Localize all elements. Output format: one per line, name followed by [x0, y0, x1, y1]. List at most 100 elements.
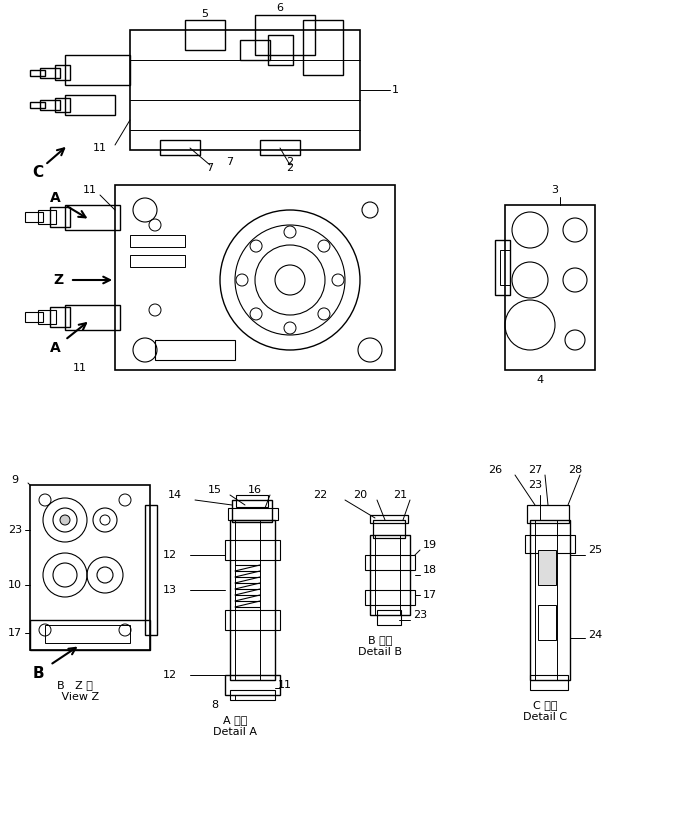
Bar [30, 485, 150, 650]
Bar [505, 205, 595, 370]
Text: 1: 1 [392, 85, 398, 95]
Bar [155, 340, 235, 360]
Bar [255, 15, 315, 55]
Text: B 詳細: B 詳細 [368, 635, 392, 645]
Bar [268, 35, 293, 65]
Bar [236, 495, 268, 507]
Bar [527, 505, 569, 523]
Text: 8: 8 [211, 700, 218, 710]
Bar [235, 520, 260, 680]
Bar [65, 205, 120, 230]
Bar [535, 520, 557, 680]
Bar [230, 690, 275, 700]
Text: 18: 18 [423, 565, 437, 575]
Text: 11: 11 [278, 680, 292, 690]
Bar [530, 675, 568, 690]
Text: A: A [50, 341, 60, 355]
Text: 11: 11 [73, 363, 87, 373]
Text: C 詳細: C 詳細 [533, 700, 557, 710]
Bar [260, 140, 300, 155]
Bar [30, 620, 150, 650]
Text: 6: 6 [277, 3, 283, 13]
Text: 23: 23 [528, 480, 542, 490]
Bar [145, 505, 157, 635]
Bar [230, 520, 275, 680]
Bar [375, 535, 400, 615]
Bar [38, 310, 56, 324]
Bar [50, 207, 70, 227]
Text: 26: 26 [488, 465, 502, 475]
Text: 7: 7 [207, 163, 213, 173]
Text: Detail A: Detail A [213, 727, 257, 737]
Text: A: A [50, 191, 60, 205]
Bar [240, 40, 270, 60]
Text: 14: 14 [168, 490, 182, 500]
Bar [65, 305, 120, 330]
Bar [55, 98, 70, 112]
Text: 22: 22 [313, 490, 327, 500]
Text: A 詳細: A 詳細 [223, 715, 247, 725]
Text: 3: 3 [552, 185, 559, 195]
Bar [55, 65, 70, 80]
Text: 19: 19 [423, 540, 437, 550]
Bar [525, 535, 575, 553]
Text: 11: 11 [93, 143, 107, 153]
Text: View Z: View Z [51, 692, 99, 702]
Bar [228, 508, 278, 520]
Text: 20: 20 [353, 490, 367, 500]
Bar [303, 20, 343, 75]
Text: 15: 15 [208, 485, 222, 495]
Circle shape [60, 515, 70, 525]
Text: 24: 24 [588, 630, 602, 640]
Text: 2: 2 [286, 163, 294, 173]
Bar [225, 610, 280, 630]
Text: B: B [32, 665, 44, 680]
Bar [65, 95, 115, 115]
Bar [160, 140, 200, 155]
Text: 2: 2 [286, 157, 294, 167]
Bar [370, 535, 410, 615]
Bar [500, 250, 510, 285]
Text: 17: 17 [8, 628, 22, 638]
Bar [25, 312, 43, 322]
Bar [25, 212, 43, 222]
Text: 5: 5 [202, 9, 209, 19]
Text: B   Z 視: B Z 視 [57, 680, 93, 690]
Bar [495, 240, 510, 295]
Bar [45, 625, 130, 643]
Bar [115, 185, 395, 370]
Bar [370, 515, 408, 523]
Text: 12: 12 [163, 670, 177, 680]
Bar [225, 675, 280, 695]
Text: 17: 17 [423, 590, 437, 600]
Text: 4: 4 [536, 375, 543, 385]
Bar [530, 520, 570, 680]
Text: 21: 21 [393, 490, 407, 500]
Text: 9: 9 [12, 475, 19, 485]
Bar [38, 210, 56, 224]
Text: 12: 12 [163, 550, 177, 560]
Text: 23: 23 [413, 610, 427, 620]
Bar [538, 550, 556, 585]
Text: 13: 13 [163, 585, 177, 595]
Bar [377, 610, 401, 625]
Text: 25: 25 [588, 545, 602, 555]
Text: 16: 16 [248, 485, 262, 495]
Text: 10: 10 [8, 580, 22, 590]
Text: Detail C: Detail C [523, 712, 567, 722]
Bar [65, 55, 130, 85]
Text: Detail B: Detail B [358, 647, 402, 657]
Text: Z: Z [53, 273, 63, 287]
Bar [30, 102, 45, 108]
Bar [130, 30, 360, 150]
Bar [225, 540, 280, 560]
Text: 27: 27 [528, 465, 542, 475]
Bar [538, 605, 556, 640]
Text: 11: 11 [83, 185, 97, 195]
Bar [50, 307, 70, 327]
Text: C: C [33, 165, 44, 180]
Bar [40, 68, 60, 78]
Text: 28: 28 [568, 465, 582, 475]
Bar [130, 255, 185, 267]
Text: 7: 7 [227, 157, 234, 167]
